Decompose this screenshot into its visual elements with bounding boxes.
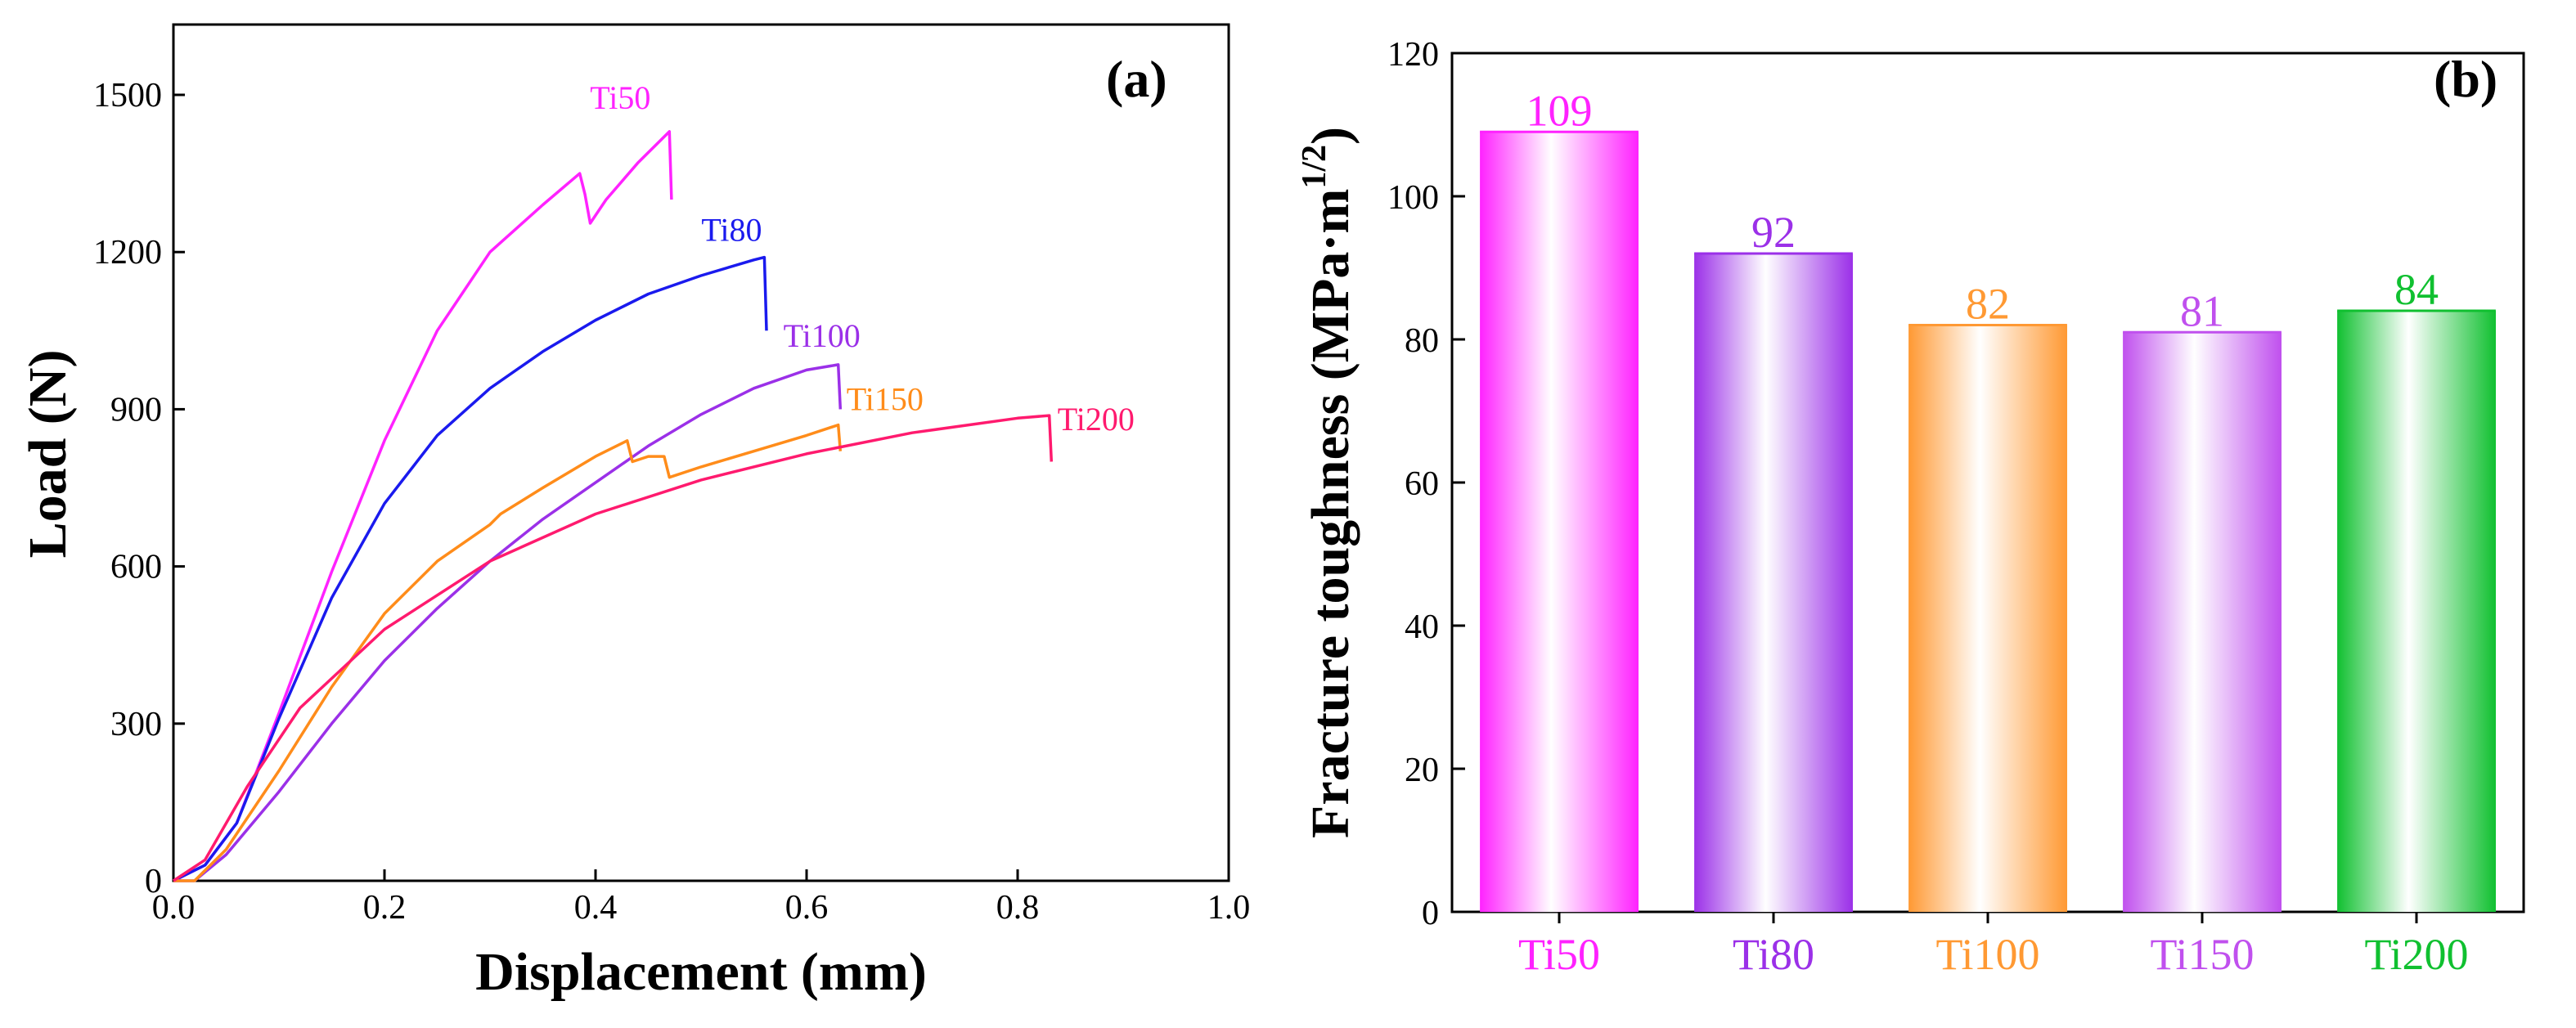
panel-b-y-tick-label: 80 — [1405, 322, 1439, 360]
bar-ti80 — [1694, 254, 1853, 912]
panel-b-y-tick-label: 60 — [1405, 465, 1439, 503]
series-label-ti100: Ti100 — [784, 317, 861, 354]
panel-a-line-chart: 0.0 0.2 0.4 0.6 0.8 1.0 0 300 600 900 1200 1500 Ti5… — [18, 23, 1250, 1002]
panel-a-y-tick-label: 1200 — [93, 234, 162, 272]
panel-a-x-tick-label: 0.6 — [785, 889, 829, 927]
series-line-ti80 — [173, 255, 768, 882]
panel-a-y-tick-label: 900 — [110, 391, 162, 429]
bar-ti50 — [1480, 132, 1639, 913]
category-label-ti100: Ti100 — [1935, 930, 2039, 979]
panel-b-y-tick-label: 20 — [1405, 752, 1439, 789]
panel-b-y-tick-label: 120 — [1387, 36, 1439, 74]
series-line-ti150 — [173, 423, 843, 882]
panel-b-bars: 109 Ti50 92 Ti80 82 Ti100 81 Ti150 84 Ti200 — [1480, 86, 2496, 979]
series-label-ti80: Ti80 — [701, 212, 762, 249]
panel-b-y-tick-label: 40 — [1405, 608, 1439, 646]
panel-a-y-tick-label: 0 — [145, 863, 162, 900]
panel-a-label: (a) — [1106, 50, 1167, 108]
panel-b-y-tick-label: 100 — [1387, 179, 1439, 217]
series-label-ti50: Ti50 — [590, 79, 650, 116]
panel-a-x-axis-title: Displacement (mm) — [475, 942, 927, 1002]
panel-a-series-labels: Ti50 Ti80 Ti100 Ti150 Ti200 — [590, 79, 1135, 438]
panel-b-ticks: 0 20 40 60 80 100 120 — [1387, 36, 1465, 932]
series-label-ti200: Ti200 — [1058, 401, 1135, 438]
bar-value-label-ti100: 82 — [1966, 280, 2010, 329]
panel-a-ticks: 0.0 0.2 0.4 0.6 0.8 1.0 0 300 600 900 1200 1500 — [93, 77, 1250, 927]
panel-a-frame — [172, 23, 1230, 882]
category-label-ti150: Ti150 — [2150, 930, 2254, 979]
series-line-ti100 — [173, 363, 843, 882]
panel-a-x-tick-label: 0.0 — [152, 889, 196, 927]
series-label-ti150: Ti150 — [847, 381, 924, 418]
bar-value-label-ti150: 81 — [2180, 286, 2224, 335]
panel-b-y-tick-label: 0 — [1422, 895, 1439, 932]
panel-a-y-axis-title: Load (N) — [18, 350, 78, 559]
bar-ti200 — [2337, 311, 2496, 912]
bar-value-label-ti200: 84 — [2394, 265, 2439, 314]
panel-a-x-tick-label: 0.4 — [574, 889, 618, 927]
panel-b-label: (b) — [2434, 50, 2497, 108]
bar-value-label-ti80: 92 — [1751, 208, 1796, 257]
panel-b-y-axis-title: Fracture toughness (MPa·m1/2) — [1296, 127, 1360, 838]
panel-b-y-axis-title-sup: 1/2 — [1296, 145, 1333, 189]
bar-ti150 — [2123, 332, 2282, 913]
series-line-ti200 — [173, 414, 1054, 882]
category-label-ti50: Ti50 — [1518, 930, 1600, 979]
panel-a-y-tick-label: 300 — [110, 706, 162, 743]
category-label-ti200: Ti200 — [2364, 930, 2468, 979]
panel-b-y-axis-title-close: ) — [1301, 127, 1360, 145]
panel-b-y-axis-title-main: Fracture toughness (MPa·m — [1301, 189, 1360, 838]
panel-a-x-tick-label: 1.0 — [1207, 889, 1251, 927]
series-line-ti50 — [173, 130, 673, 882]
panel-a-y-tick-label: 1500 — [93, 77, 162, 114]
panel-a-series — [173, 130, 1054, 882]
bar-ti100 — [1908, 325, 2067, 912]
bar-value-label-ti50: 109 — [1526, 86, 1593, 135]
panel-b-bar-chart: 0 20 40 60 80 100 120 109 Ti50 92 Ti80 82 Ti100 81 Ti… — [1296, 36, 2525, 979]
category-label-ti80: Ti80 — [1733, 930, 1814, 979]
panel-a-y-tick-label: 600 — [110, 549, 162, 586]
panel-a-x-tick-label: 0.2 — [363, 889, 407, 927]
panel-a-x-tick-label: 0.8 — [996, 889, 1040, 927]
